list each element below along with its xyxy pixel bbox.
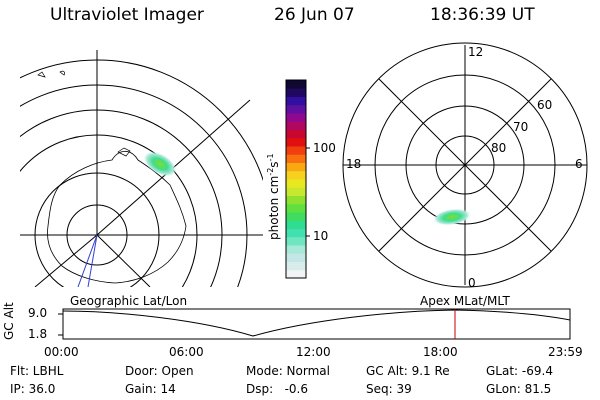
colorbar-label-100: 100 <box>313 141 336 155</box>
colorbar-segment <box>286 121 306 130</box>
info-glat: GLat: -69.4 <box>486 364 553 378</box>
polar-label-6: 6 <box>575 157 583 171</box>
timeline-xtick-0000: 00:00 <box>44 345 79 359</box>
polar-label-60: 60 <box>537 98 553 112</box>
polar-label-12: 12 <box>468 45 484 59</box>
colorbar-frame <box>285 79 307 279</box>
timeline-xtick-0600: 06:00 <box>169 345 204 359</box>
polar-label-0: 0 <box>468 276 476 290</box>
colorbar-segment <box>286 113 306 122</box>
colorbar-segment <box>286 212 306 221</box>
colorbar-label-10: 10 <box>313 229 329 243</box>
timeline-axis-label: GC Alt <box>2 302 16 340</box>
geographic-map <box>20 50 263 287</box>
timeline-right-caption: Apex MLat/MLT <box>420 294 510 308</box>
colorbar-segment <box>286 179 306 188</box>
timeline-xtick-1800: 18:00 <box>423 345 458 359</box>
colorbar-segment <box>286 146 306 155</box>
colorbar-segment <box>286 170 306 180</box>
colorbar-segment <box>286 253 306 262</box>
colorbar-segment <box>286 228 306 238</box>
colorbar-segment <box>286 88 306 97</box>
time-label: 18:36:39 UT <box>430 5 535 25</box>
info-ip: IP: 36.0 <box>10 382 56 396</box>
colorbar-segment <box>286 154 306 163</box>
polar-label-18: 18 <box>346 157 362 171</box>
info-mode: Mode: Normal <box>246 364 330 378</box>
info-gain: Gain: 14 <box>125 382 176 396</box>
colorbar-segment <box>286 195 306 205</box>
timeline-ytick-9: 9.0 <box>28 306 48 320</box>
app-title: Ultraviolet Imager <box>50 5 204 25</box>
timeline-xtick-2359: 23:59 <box>548 345 583 359</box>
altitude-timeline <box>58 308 571 340</box>
altitude-curve <box>62 309 571 337</box>
polar-label-80: 80 <box>491 141 507 155</box>
colorbar-segment <box>286 137 306 147</box>
colorbar-segment <box>286 104 306 114</box>
info-filter: Flt: LBHL <box>10 364 64 378</box>
date-label: 26 Jun 07 <box>274 5 355 25</box>
polar-label-70: 70 <box>513 120 529 134</box>
coastline <box>47 150 187 284</box>
aurora-emission-left <box>143 151 177 177</box>
polar-plot <box>342 42 588 288</box>
timeline-ytick-1.8: 1.8 <box>28 327 48 341</box>
colorbar-segment <box>286 203 306 213</box>
timeline-left-caption: Geographic Lat/Lon <box>70 294 188 308</box>
colorbar-segment <box>286 187 306 196</box>
info-glon: GLon: 81.5 <box>486 382 552 396</box>
colorbar-segment <box>286 245 306 254</box>
colorbar-segment <box>286 236 306 246</box>
colorbar-segment <box>286 162 306 172</box>
colorbar-segment <box>286 261 306 271</box>
colorbar <box>286 80 306 279</box>
info-gc-alt: GC Alt: 9.1 Re <box>366 364 450 378</box>
info-seq: Seq: 39 <box>366 382 412 396</box>
colorbar-segment <box>286 80 306 89</box>
aurora-emission-right <box>433 208 471 226</box>
colorbar-segment <box>286 269 306 279</box>
timeline-xtick-1200: 12:00 <box>296 345 331 359</box>
colorbar-segment <box>286 96 306 106</box>
colorbar-segment <box>286 220 306 229</box>
colorbar-unit-label: photon cm-2s-1 <box>266 153 281 240</box>
info-door: Door: Open <box>125 364 194 378</box>
colorbar-segment <box>286 129 306 139</box>
info-dsp: Dsp: -0.6 <box>246 382 309 396</box>
